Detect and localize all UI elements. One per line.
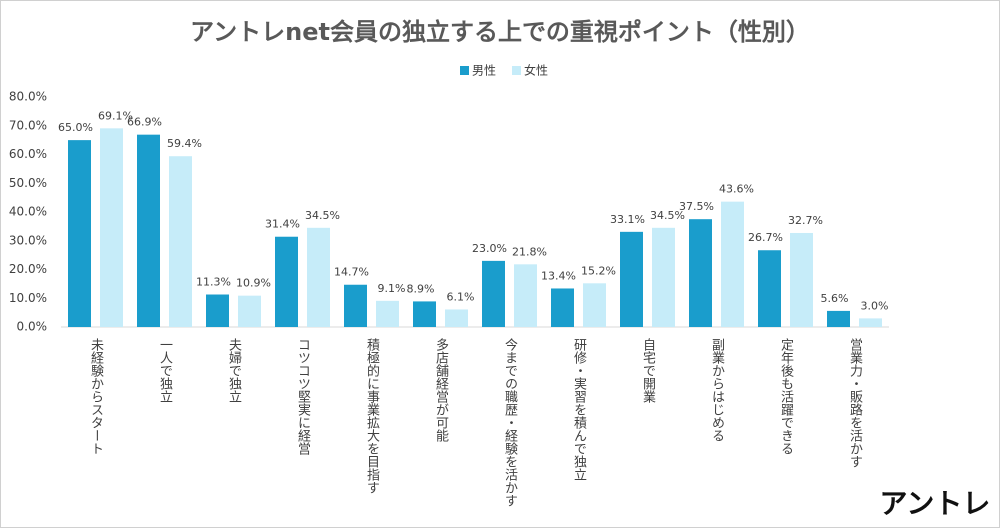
y-tick-label: 0.0% [17,320,48,334]
bar [790,232,813,327]
y-tick-label: 60.0% [9,147,47,161]
value-label: 34.5% [650,209,685,222]
y-tick-label: 70.0% [9,118,47,132]
bar [307,227,330,327]
legend-label: 女性 [524,63,548,78]
bar [620,231,643,327]
bar [137,134,160,327]
value-label: 8.9% [407,282,435,295]
bar [859,318,882,327]
bar [758,250,781,327]
bar [827,310,850,327]
value-label: 23.0% [472,242,507,255]
value-label: 34.5% [305,209,340,222]
y-tick-label: 20.0% [9,262,47,276]
legend-label: 男性 [472,64,496,78]
bar [68,140,91,327]
bar [100,128,123,327]
bar [551,288,574,327]
value-label: 26.7% [748,231,783,244]
legend-swatch [460,66,469,75]
y-tick-label: 80.0% [9,90,47,104]
value-label: 9.1% [378,282,406,295]
value-label: 6.1% [447,290,475,303]
value-label: 3.0% [861,299,889,312]
value-label: 59.4% [167,137,202,150]
bar [514,264,537,327]
value-label: 14.7% [334,266,369,279]
bar [689,219,712,327]
value-label: 21.8% [512,245,547,258]
bar [413,301,436,327]
bar [583,283,606,327]
value-label: 11.3% [196,276,231,289]
chart-title: アントレnet会員の独立する上での重視ポイント（性別） [190,18,810,46]
x-tick-label: 夫婦で独立 [226,338,242,403]
value-label: 65.0% [58,121,93,134]
bar [482,260,505,327]
value-label: 66.9% [127,116,162,129]
x-tick-label: 営業力・販路を活かす [847,338,863,468]
bar [344,284,367,327]
bar [652,227,675,327]
value-label: 13.4% [541,269,576,282]
x-tick-label: 一人で独立 [157,338,173,403]
y-tick-label: 40.0% [9,205,47,219]
value-label: 10.9% [236,277,271,290]
legend-swatch [512,66,521,75]
value-label: 15.2% [581,264,616,277]
value-label: 33.1% [610,213,645,226]
x-tick-label: 積極的に事業拡大を目指す [364,338,380,494]
x-tick-label: 副業からはじめる [709,338,725,442]
bar [376,300,399,327]
x-tick-label: 未経験からスタート [88,338,104,455]
value-label: 32.7% [788,214,823,227]
x-tick-label: 研修・実習を積んで独立 [571,338,587,481]
value-label: 5.6% [821,292,849,305]
bar [206,294,229,327]
y-tick-label: 30.0% [9,233,47,247]
y-tick-label: 10.0% [9,291,47,305]
y-tick-label: 50.0% [9,176,47,190]
value-label: 69.1% [98,109,133,122]
x-tick-label: コツコツ堅実に経営 [295,338,311,455]
bar [275,236,298,327]
logo: アントレ [880,487,991,520]
bar [721,201,744,327]
bar [169,156,192,327]
x-tick-label: 今までの職歴・経験を活かす [502,337,518,507]
value-label: 31.4% [265,218,300,231]
value-label: 43.6% [719,183,754,196]
value-label: 37.5% [679,200,714,213]
bar [238,295,261,327]
x-tick-label: 多店舗経営が可能 [433,337,449,442]
x-tick-label: 自宅で開業 [640,338,656,403]
x-tick-label: 定年後も活躍できる [778,338,794,455]
bar [445,309,468,327]
